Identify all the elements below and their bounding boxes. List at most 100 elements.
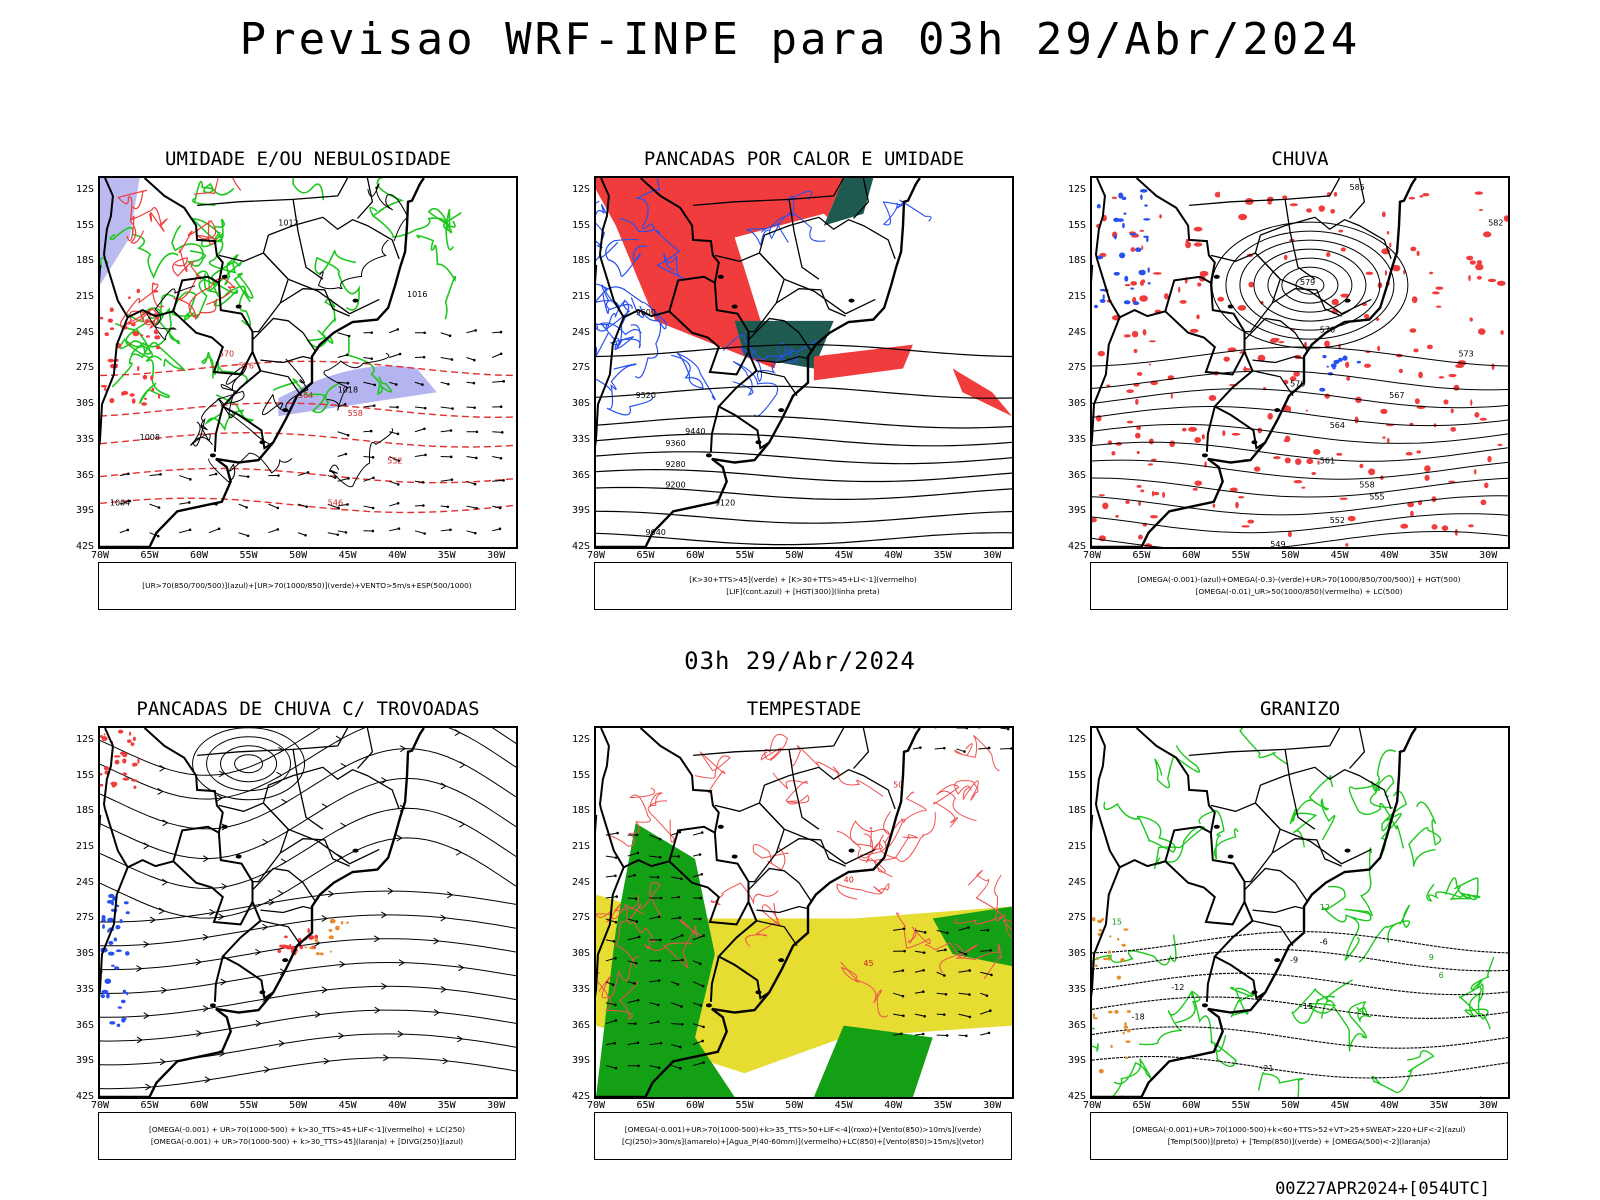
legend-line: [UR>70(850/700/500)](azul)+[UR>70(1000/8… [142, 581, 472, 590]
lon-tick-label: 65W [636, 1100, 655, 1111]
lat-tick-label: 42S [75, 1091, 94, 1102]
lat-tick-label: 12S [571, 733, 590, 745]
lon-tick-label: 30W [487, 1100, 506, 1111]
map-area: 585 582 579 576 573 570 567 564 561 558 555 552 549 [1090, 176, 1510, 549]
contour-label: 9120 [715, 498, 735, 507]
lat-tick-label: 24S [1067, 876, 1086, 888]
lat-tick-label: 15S [75, 219, 94, 231]
panel-trovoadas: PANCADAS DE CHUVA C/ TROVOADAS [OMEGA(-0… [76, 698, 578, 1178]
panel-title: GRANIZO [1259, 698, 1341, 720]
lon-tick-label: 55W [239, 550, 258, 561]
lat-tick-label: 24S [571, 326, 590, 338]
lat-tick-label: 36S [571, 1019, 590, 1031]
lon-tick-label: 35W [1429, 1100, 1448, 1111]
lat-tick-label: 15S [1067, 219, 1086, 231]
contour-label: 6 [1439, 971, 1444, 980]
contour-label: 1016 [407, 290, 427, 299]
contour-label: 40 [844, 876, 854, 885]
contour-label: -9 [1290, 955, 1298, 964]
lat-tick-label: 33S [1067, 433, 1086, 445]
lon-tick-label: 50W [785, 550, 804, 561]
contour-label: -12 [1171, 983, 1184, 992]
contour-label: -21 [1260, 1064, 1273, 1073]
lat-tick-label: 33S [75, 983, 94, 995]
legend-box: [OMEGA(-0.001) + UR>70(1000-500) + k>30_… [98, 1112, 516, 1160]
lon-tick-label: 35W [437, 1100, 456, 1111]
lon-tick-label: 60W [1182, 550, 1201, 561]
lat-tick-label: 12S [1067, 183, 1086, 195]
map-area [98, 726, 518, 1099]
lon-tick-label: 50W [785, 1100, 804, 1111]
legend-line: [LIF](cont.azul) + [HGT(300)](linha pret… [726, 587, 880, 596]
lon-tick-label: 35W [933, 550, 952, 561]
lon-tick-label: 40W [1380, 1100, 1399, 1111]
contour-label: -18 [1132, 1013, 1145, 1022]
lat-tick-label: 18S [75, 255, 94, 267]
lat-tick-label: 42S [571, 1091, 590, 1102]
run-timestamp: 00Z27APR2024+[054UTC] [1275, 1179, 1490, 1199]
lon-tick-label: 55W [735, 1100, 754, 1111]
contour-label: 9520 [636, 391, 656, 400]
lon-tick-label: 45W [1330, 1100, 1349, 1111]
lon-tick-label: 50W [1281, 550, 1300, 561]
legend-line: [Temp(500)](preto) + [Temp(850)](verde) … [1167, 1137, 1431, 1146]
lat-tick-label: 24S [75, 876, 94, 888]
lon-tick-label: 55W [1231, 550, 1250, 561]
legend-line: [OMEGA(-0.01)_UR>50(1000/850)(vermelho) … [1195, 587, 1403, 596]
lat-tick-label: 24S [571, 876, 590, 888]
lon-tick-label: 40W [388, 550, 407, 561]
lon-tick-label: 45W [338, 550, 357, 561]
legend-box: [OMEGA(-0.001)-(azul)+OMEGA(-0.3)-(verde… [1090, 562, 1508, 610]
lat-tick-label: 39S [571, 1055, 590, 1067]
contour-label: 576 [1320, 326, 1335, 335]
contour-label: 9360 [665, 439, 685, 448]
lat-tick-label: 36S [571, 469, 590, 481]
panel-title: CHUVA [1271, 148, 1329, 170]
lat-tick-label: 12S [1067, 733, 1086, 745]
lon-tick-label: 60W [190, 550, 209, 561]
lon-tick-label: 55W [239, 1100, 258, 1111]
legend-line: [K>30+TTS>45](verde) + [K>30+TTS>45+LI<-… [689, 575, 917, 584]
map-area: 50 45 40 [594, 726, 1014, 1099]
lat-tick-label: 15S [571, 769, 590, 781]
legend-line: [OMEGA(-0.001) + UR>70(1000-500) + k>30_… [149, 1125, 465, 1134]
contour-label: 555 [1369, 492, 1384, 501]
lat-tick-label: 30S [571, 948, 590, 960]
lon-tick-label: 40W [1380, 550, 1399, 561]
panel-tempestade: TEMPESTADE 50 45 40 [OMEGA(-0.001)+UR>70(1… [572, 698, 1074, 1178]
lon-tick-label: 45W [1330, 550, 1349, 561]
lon-tick-label: 60W [686, 1100, 705, 1111]
lon-tick-label: 60W [190, 1100, 209, 1111]
lon-tick-label: 70W [90, 550, 110, 561]
lon-tick-label: 65W [140, 550, 159, 561]
contour-label: 585 [1350, 183, 1365, 192]
contour-label: 1018 [338, 385, 358, 394]
contour-label: 582 [1488, 219, 1503, 228]
lat-tick-label: 15S [571, 219, 590, 231]
legend-line: [CJ(250)>30m/s](amarelo)+[Agua_P(40-60mm… [621, 1137, 985, 1146]
contour-label: 558 [348, 409, 363, 418]
lat-tick-label: 36S [75, 469, 94, 481]
mid-date-label: 03h 29/Abr/2024 [684, 647, 916, 675]
contour-label: 546 [328, 498, 343, 507]
panel-title: PANCADAS POR CALOR E UMIDADE [643, 148, 965, 170]
contour-label: 579 [1300, 278, 1315, 287]
lat-tick-label: 42S [571, 541, 590, 552]
panel-umidade: UMIDADE E/OU NEBULOSIDADE 1012 1016 1018 10… [76, 148, 578, 628]
lon-tick-label: 30W [487, 550, 506, 561]
panel-title: UMIDADE E/OU NEBULOSIDADE [165, 148, 451, 170]
lat-tick-label: 21S [1067, 291, 1086, 303]
map-canvas [100, 728, 516, 1097]
lat-tick-label: 21S [75, 841, 94, 853]
contour-label: 1008 [140, 433, 160, 442]
lat-tick-label: 39S [1067, 1055, 1086, 1067]
lon-tick-label: 65W [1132, 550, 1151, 561]
legend-line: [OMEGA(-0.001)-(azul)+OMEGA(-0.3)-(verde… [1137, 575, 1461, 584]
contour-label: -15 [1300, 1002, 1313, 1011]
lat-tick-label: 27S [571, 362, 590, 374]
contour-label: 558 [1359, 480, 1374, 489]
lon-tick-label: 70W [90, 1100, 110, 1111]
lat-tick-label: 42S [75, 541, 94, 552]
lon-tick-label: 60W [686, 550, 705, 561]
lon-tick-label: 65W [636, 550, 655, 561]
